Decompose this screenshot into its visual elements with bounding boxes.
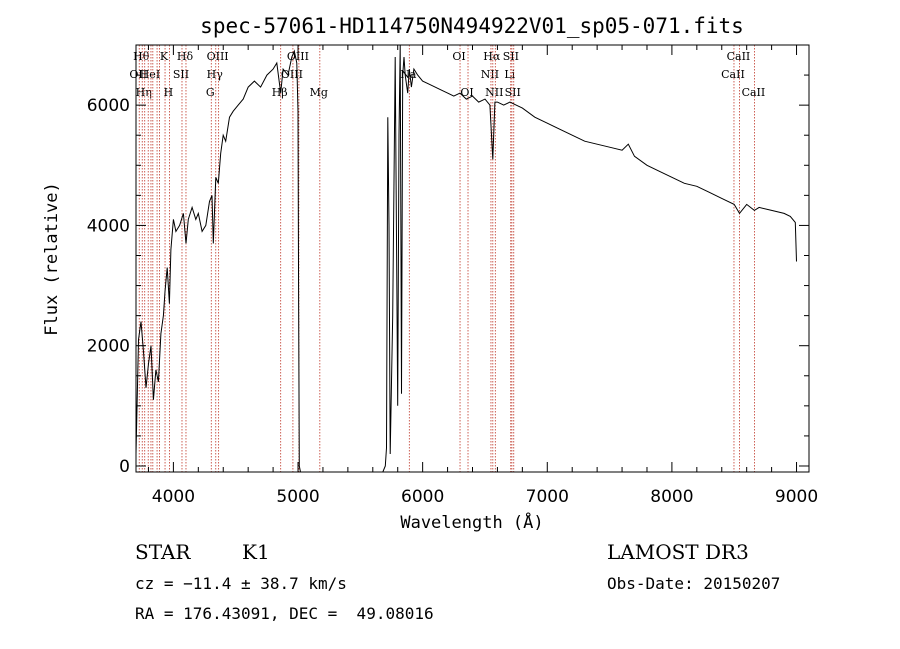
- redshift-readout: cz = −11.4 ± 38.7 km/s: [135, 574, 347, 593]
- observation-date: Obs-Date: 20150207: [607, 574, 781, 593]
- line-mark-label-13: Hγ: [207, 68, 224, 81]
- object-subclass: K1: [242, 540, 270, 564]
- x-axis-label: Wavelength (Å): [400, 511, 543, 533]
- y-tick-label-2: 4000: [87, 216, 130, 236]
- x-tick-label-4: 8000: [650, 487, 693, 507]
- line-mark-label-30: CaII: [742, 86, 766, 99]
- spectrum-series: [135, 44, 797, 473]
- y-tick-label-3: 6000: [87, 96, 130, 116]
- line-mark-label-28: CaII: [721, 68, 745, 81]
- x-tick-label-5: 9000: [775, 487, 818, 507]
- survey-name: LAMOST DR3: [607, 540, 749, 564]
- line-mark-label-27: SII: [505, 86, 521, 99]
- y-axis-label: Flux (relative): [42, 182, 62, 336]
- line-mark-label-8: K: [160, 50, 169, 63]
- object-type: STAR: [135, 540, 191, 564]
- y-tick-label-0: 0: [119, 457, 130, 477]
- x-tick-label-1: 5000: [276, 487, 319, 507]
- spectrum-line-0: [135, 49, 301, 473]
- spectral-line-marks: OIIHθHηHeIKHSIIHδGHγOIIIHβOIIIOIIIMgNaOI…: [129, 45, 765, 472]
- line-mark-label-12: G: [206, 86, 215, 99]
- plot-frame: [135, 44, 810, 473]
- line-mark-label-22: NII: [481, 68, 499, 81]
- line-mark-label-9: H: [164, 86, 174, 99]
- line-mark-label-26: SII: [503, 50, 519, 63]
- x-tick-label-0: 4000: [152, 487, 195, 507]
- line-mark-label-4: HeI: [140, 68, 160, 81]
- line-mark-label-17: OIII: [287, 50, 309, 63]
- x-tick-label-3: 7000: [526, 487, 569, 507]
- line-mark-label-24: NII: [485, 86, 503, 99]
- chart-title: spec-57061-HD114750N494922V01_sp05-071.f…: [200, 14, 744, 38]
- line-mark-label-2: Hη: [136, 86, 152, 99]
- line-mark-label-0: OII: [129, 68, 147, 81]
- line-mark-label-25: Li: [504, 68, 515, 81]
- line-mark-label-23: Hα: [483, 50, 501, 63]
- line-mark-label-20: OI: [452, 50, 465, 63]
- line-mark-label-10: SII: [173, 68, 189, 81]
- line-mark-label-15: Hβ: [272, 86, 288, 99]
- line-mark-label-1: Hθ: [133, 50, 150, 63]
- y-tick-label-1: 2000: [87, 337, 130, 357]
- coordinates: RA = 176.43091, DEC = 49.08016: [135, 604, 434, 623]
- line-mark-label-11: Hδ: [177, 50, 194, 63]
- line-mark-label-14: OIII: [207, 50, 229, 63]
- line-mark-label-21: OI: [460, 86, 473, 99]
- y-axis-ticks: 0 2000 4000 6000: [87, 44, 809, 477]
- x-tick-label-2: 6000: [401, 487, 444, 507]
- spectrum-line-1: [382, 44, 797, 473]
- line-mark-label-29: CaII: [727, 50, 751, 63]
- line-mark-label-18: Mg: [310, 86, 328, 99]
- x-axis-ticks: 4000 5000 6000 7000 8000 9000: [147, 45, 818, 507]
